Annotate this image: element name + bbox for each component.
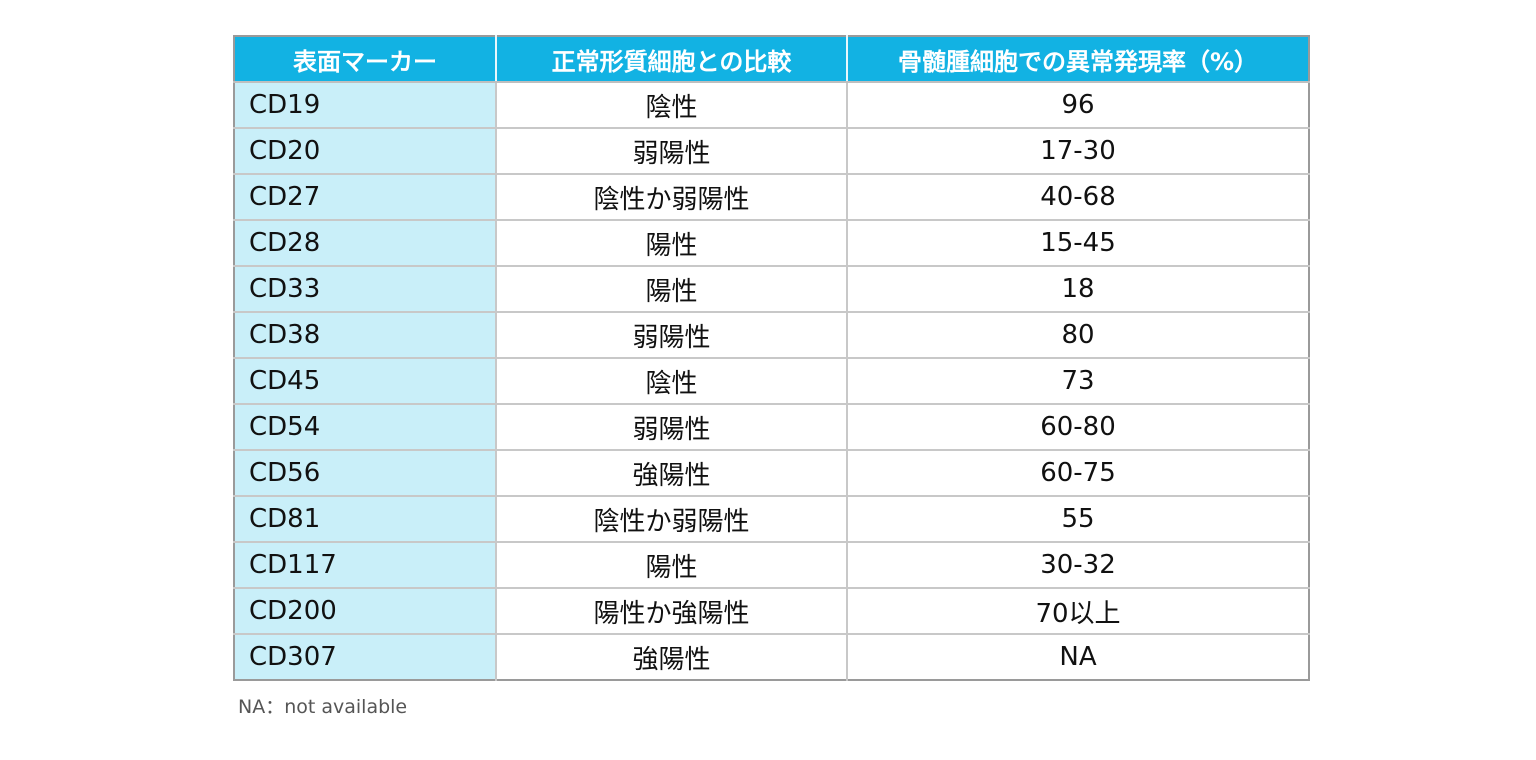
footnote: NA：not available: [238, 696, 408, 718]
table-row: CD28 陽性 15-45: [234, 220, 1309, 267]
header-comparison: 正常形質細胞との比較: [495, 36, 847, 83]
table-row: CD20 弱陽性 17-30: [234, 128, 1309, 175]
header-row: 表面マーカー 正常形質細胞との比較 骨髄腫細胞での異常発現率（%）: [234, 36, 1309, 83]
comparison-cell: 陰性か弱陽性: [495, 174, 847, 221]
comparison-cell: 弱陽性: [495, 312, 847, 359]
marker-cell: CD33: [234, 266, 496, 313]
comparison-cell: 弱陽性: [495, 404, 847, 451]
table-row: CD117 陽性 30-32: [234, 542, 1309, 589]
comparison-cell: 陽性: [495, 266, 847, 313]
comparison-cell: 陰性: [495, 82, 847, 129]
rate-cell: 96: [846, 82, 1309, 129]
marker-cell: CD54: [234, 404, 496, 451]
rate-cell: 60-80: [846, 404, 1309, 451]
table-row: CD56 強陽性 60-75: [234, 450, 1309, 497]
marker-cell: CD27: [234, 174, 496, 221]
marker-cell: CD81: [234, 496, 496, 543]
comparison-cell: 陽性か強陽性: [495, 588, 847, 635]
marker-cell: CD200: [234, 588, 496, 635]
rate-cell: 30-32: [846, 542, 1309, 589]
comparison-cell: 陰性か弱陽性: [495, 496, 847, 543]
comparison-cell: 弱陽性: [495, 128, 847, 175]
comparison-cell: 陰性: [495, 358, 847, 405]
surface-marker-table: 表面マーカー 正常形質細胞との比較 骨髄腫細胞での異常発現率（%） CD19 陰…: [233, 35, 1310, 681]
comparison-cell: 強陽性: [495, 450, 847, 497]
table-row: CD45 陰性 73: [234, 358, 1309, 405]
rate-cell: NA: [846, 634, 1309, 680]
comparison-cell: 陽性: [495, 220, 847, 267]
table-row: CD307 強陽性 NA: [234, 634, 1309, 680]
rate-cell: 70以上: [846, 588, 1309, 635]
marker-cell: CD117: [234, 542, 496, 589]
table-row: CD38 弱陽性 80: [234, 312, 1309, 359]
table-row: CD19 陰性 96: [234, 82, 1309, 129]
rate-cell: 40-68: [846, 174, 1309, 221]
comparison-cell: 陽性: [495, 542, 847, 589]
table-row: CD200 陽性か強陽性 70以上: [234, 588, 1309, 635]
rate-cell: 60-75: [846, 450, 1309, 497]
table-row: CD81 陰性か弱陽性 55: [234, 496, 1309, 543]
rate-cell: 80: [846, 312, 1309, 359]
rate-cell: 15-45: [846, 220, 1309, 267]
rate-cell: 17-30: [846, 128, 1309, 175]
marker-table-container: 表面マーカー 正常形質細胞との比較 骨髄腫細胞での異常発現率（%） CD19 陰…: [233, 35, 1310, 681]
comparison-cell: 強陽性: [495, 634, 847, 680]
table-header: 表面マーカー 正常形質細胞との比較 骨髄腫細胞での異常発現率（%）: [234, 36, 1309, 83]
marker-cell: CD20: [234, 128, 496, 175]
table-body: CD19 陰性 96 CD20 弱陽性 17-30 CD27 陰性か弱陽性 40…: [234, 82, 1309, 680]
rate-cell: 55: [846, 496, 1309, 543]
table-row: CD54 弱陽性 60-80: [234, 404, 1309, 451]
table-row: CD27 陰性か弱陽性 40-68: [234, 174, 1309, 221]
header-expression-rate: 骨髄腫細胞での異常発現率（%）: [846, 36, 1309, 83]
rate-cell: 18: [846, 266, 1309, 313]
marker-cell: CD56: [234, 450, 496, 497]
marker-cell: CD19: [234, 82, 496, 129]
rate-cell: 73: [846, 358, 1309, 405]
marker-cell: CD307: [234, 634, 496, 680]
marker-cell: CD45: [234, 358, 496, 405]
marker-cell: CD38: [234, 312, 496, 359]
marker-cell: CD28: [234, 220, 496, 267]
table-row: CD33 陽性 18: [234, 266, 1309, 313]
header-surface-marker: 表面マーカー: [234, 36, 496, 83]
